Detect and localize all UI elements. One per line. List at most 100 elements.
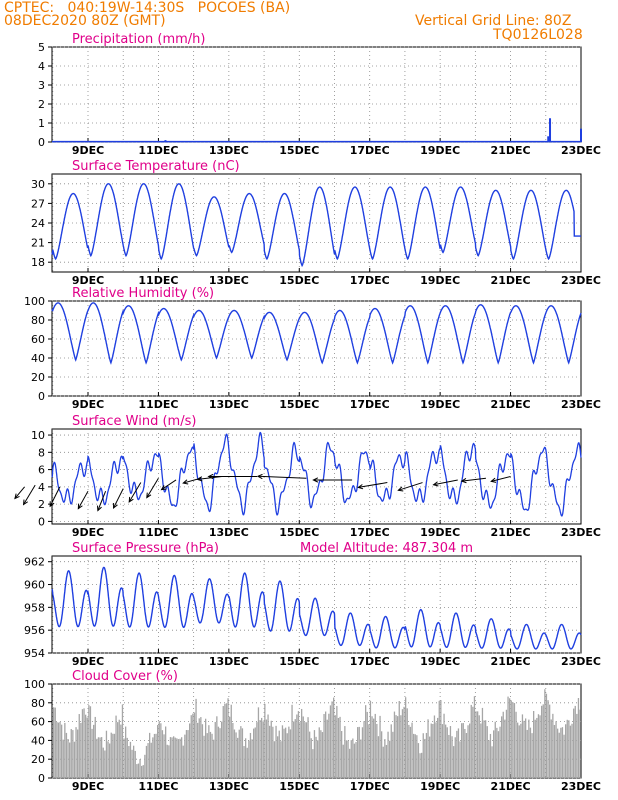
- x-tick-label: 11DEC: [138, 274, 178, 287]
- cloud-bar: [541, 705, 543, 778]
- cloud-bar: [493, 730, 495, 778]
- cloud-bar: [536, 717, 538, 778]
- cloud-bar: [152, 737, 154, 778]
- cloud-bar: [344, 726, 346, 778]
- cloud-bar: [105, 730, 108, 778]
- cloud-bar: [523, 720, 525, 778]
- cloud-bar: [168, 745, 170, 778]
- wind-vector: [433, 479, 458, 486]
- cloud-bar: [365, 705, 367, 778]
- cloud-bar: [211, 733, 213, 778]
- wind-vector-head: [432, 481, 439, 487]
- panel-frame: [51, 46, 582, 143]
- cloud-bar: [157, 725, 159, 778]
- header-model-code: TQ0126L028: [493, 27, 583, 43]
- x-tick-label: 23DEC: [561, 526, 601, 539]
- cloud-bar: [229, 716, 231, 778]
- cloud-bar: [560, 727, 562, 778]
- x-tick-label: 23DEC: [561, 144, 601, 157]
- y-tick-label: 3: [38, 79, 45, 92]
- x-tick-label: 17DEC: [350, 655, 390, 668]
- x-tick-label: 19DEC: [420, 526, 460, 539]
- cloud-bar: [563, 734, 565, 778]
- cloud-bar: [421, 752, 423, 778]
- cloud-bar: [579, 709, 581, 778]
- x-tick-label: 21DEC: [491, 526, 531, 539]
- cloud-bar: [195, 698, 197, 778]
- panel-title: Surface Temperature (nC): [72, 159, 240, 174]
- cloud-bar: [430, 723, 432, 778]
- wind-vector: [146, 477, 159, 498]
- cloud-bar: [302, 716, 304, 778]
- cloud-bar: [501, 716, 503, 778]
- cloud-bar: [88, 705, 90, 778]
- cloud-bar: [401, 709, 404, 778]
- wind-vector-head: [312, 477, 319, 483]
- y-tick-label: 960: [24, 579, 45, 592]
- cloud-bar: [149, 732, 151, 778]
- x-tick-label: 13DEC: [209, 144, 249, 157]
- x-tick-label: 15DEC: [279, 274, 319, 287]
- cloud-bar: [185, 730, 188, 778]
- cloud-bar: [544, 689, 546, 778]
- cloud-bar: [461, 723, 463, 778]
- cloud-bar: [102, 747, 104, 778]
- cloud-bar: [441, 724, 444, 778]
- wind-vector-head: [207, 473, 214, 480]
- cloud-bar: [347, 740, 349, 778]
- cloud-bar: [265, 719, 268, 778]
- y-tick-label: 962: [24, 556, 45, 569]
- cloud-bar: [83, 708, 85, 778]
- wind-vector-head: [196, 476, 203, 482]
- cloud-bar: [507, 696, 509, 778]
- cloud-bar: [99, 737, 101, 778]
- cloud-bar: [433, 715, 436, 778]
- cloud-bar: [85, 714, 87, 778]
- header-grid-line: Vertical Grid Line: 80Z: [415, 13, 572, 29]
- cloud-bar: [432, 723, 434, 778]
- cloud-bar: [253, 728, 255, 778]
- cloud-bar: [139, 759, 141, 778]
- cloud-bar: [251, 739, 253, 778]
- cloud-bar: [72, 730, 74, 778]
- y-tick-label: 8: [38, 446, 45, 459]
- y-tick-label: 956: [24, 624, 45, 637]
- cloud-bar: [435, 722, 437, 778]
- cloud-bar: [213, 739, 215, 778]
- cloud-bar: [321, 732, 324, 778]
- cloud-bar: [121, 704, 124, 778]
- cloud-bar: [366, 711, 368, 778]
- cloud-bar: [249, 732, 252, 778]
- cloud-bar: [160, 723, 162, 778]
- cloud-bar: [246, 747, 248, 778]
- cloud-bar: [69, 742, 71, 778]
- cloud-bar: [409, 726, 412, 778]
- cloud-bar: [277, 736, 279, 778]
- cloud-bar: [200, 717, 202, 778]
- cloud-bar: [547, 700, 549, 778]
- precip-bar: [164, 140, 167, 142]
- cloud-bar: [96, 738, 98, 778]
- cloud-bar: [419, 753, 421, 778]
- cloud-bar: [553, 724, 556, 778]
- cloud-bar: [425, 732, 428, 778]
- cloud-bar: [577, 698, 580, 778]
- x-tick-label: 19DEC: [420, 655, 460, 668]
- cloud-bar: [230, 704, 232, 778]
- cloud-bar: [555, 721, 557, 778]
- cloud-bar: [179, 738, 181, 778]
- wind-vector-head: [256, 473, 263, 480]
- cloud-bar: [134, 750, 136, 778]
- x-tick-label: 9DEC: [72, 274, 104, 287]
- cloud-bar: [177, 739, 180, 778]
- y-tick-label: 10: [31, 429, 45, 442]
- cloud-bar: [376, 723, 378, 778]
- y-tick-label: 2: [38, 498, 45, 511]
- cloud-bar: [472, 706, 474, 778]
- wind-vector: [257, 475, 307, 479]
- panel-title: Precipitation (mm/h): [72, 32, 205, 47]
- wind-vector-head: [113, 502, 118, 509]
- cloud-bar: [254, 727, 256, 778]
- cloud-bar: [477, 711, 479, 778]
- cloud-bar: [89, 706, 92, 778]
